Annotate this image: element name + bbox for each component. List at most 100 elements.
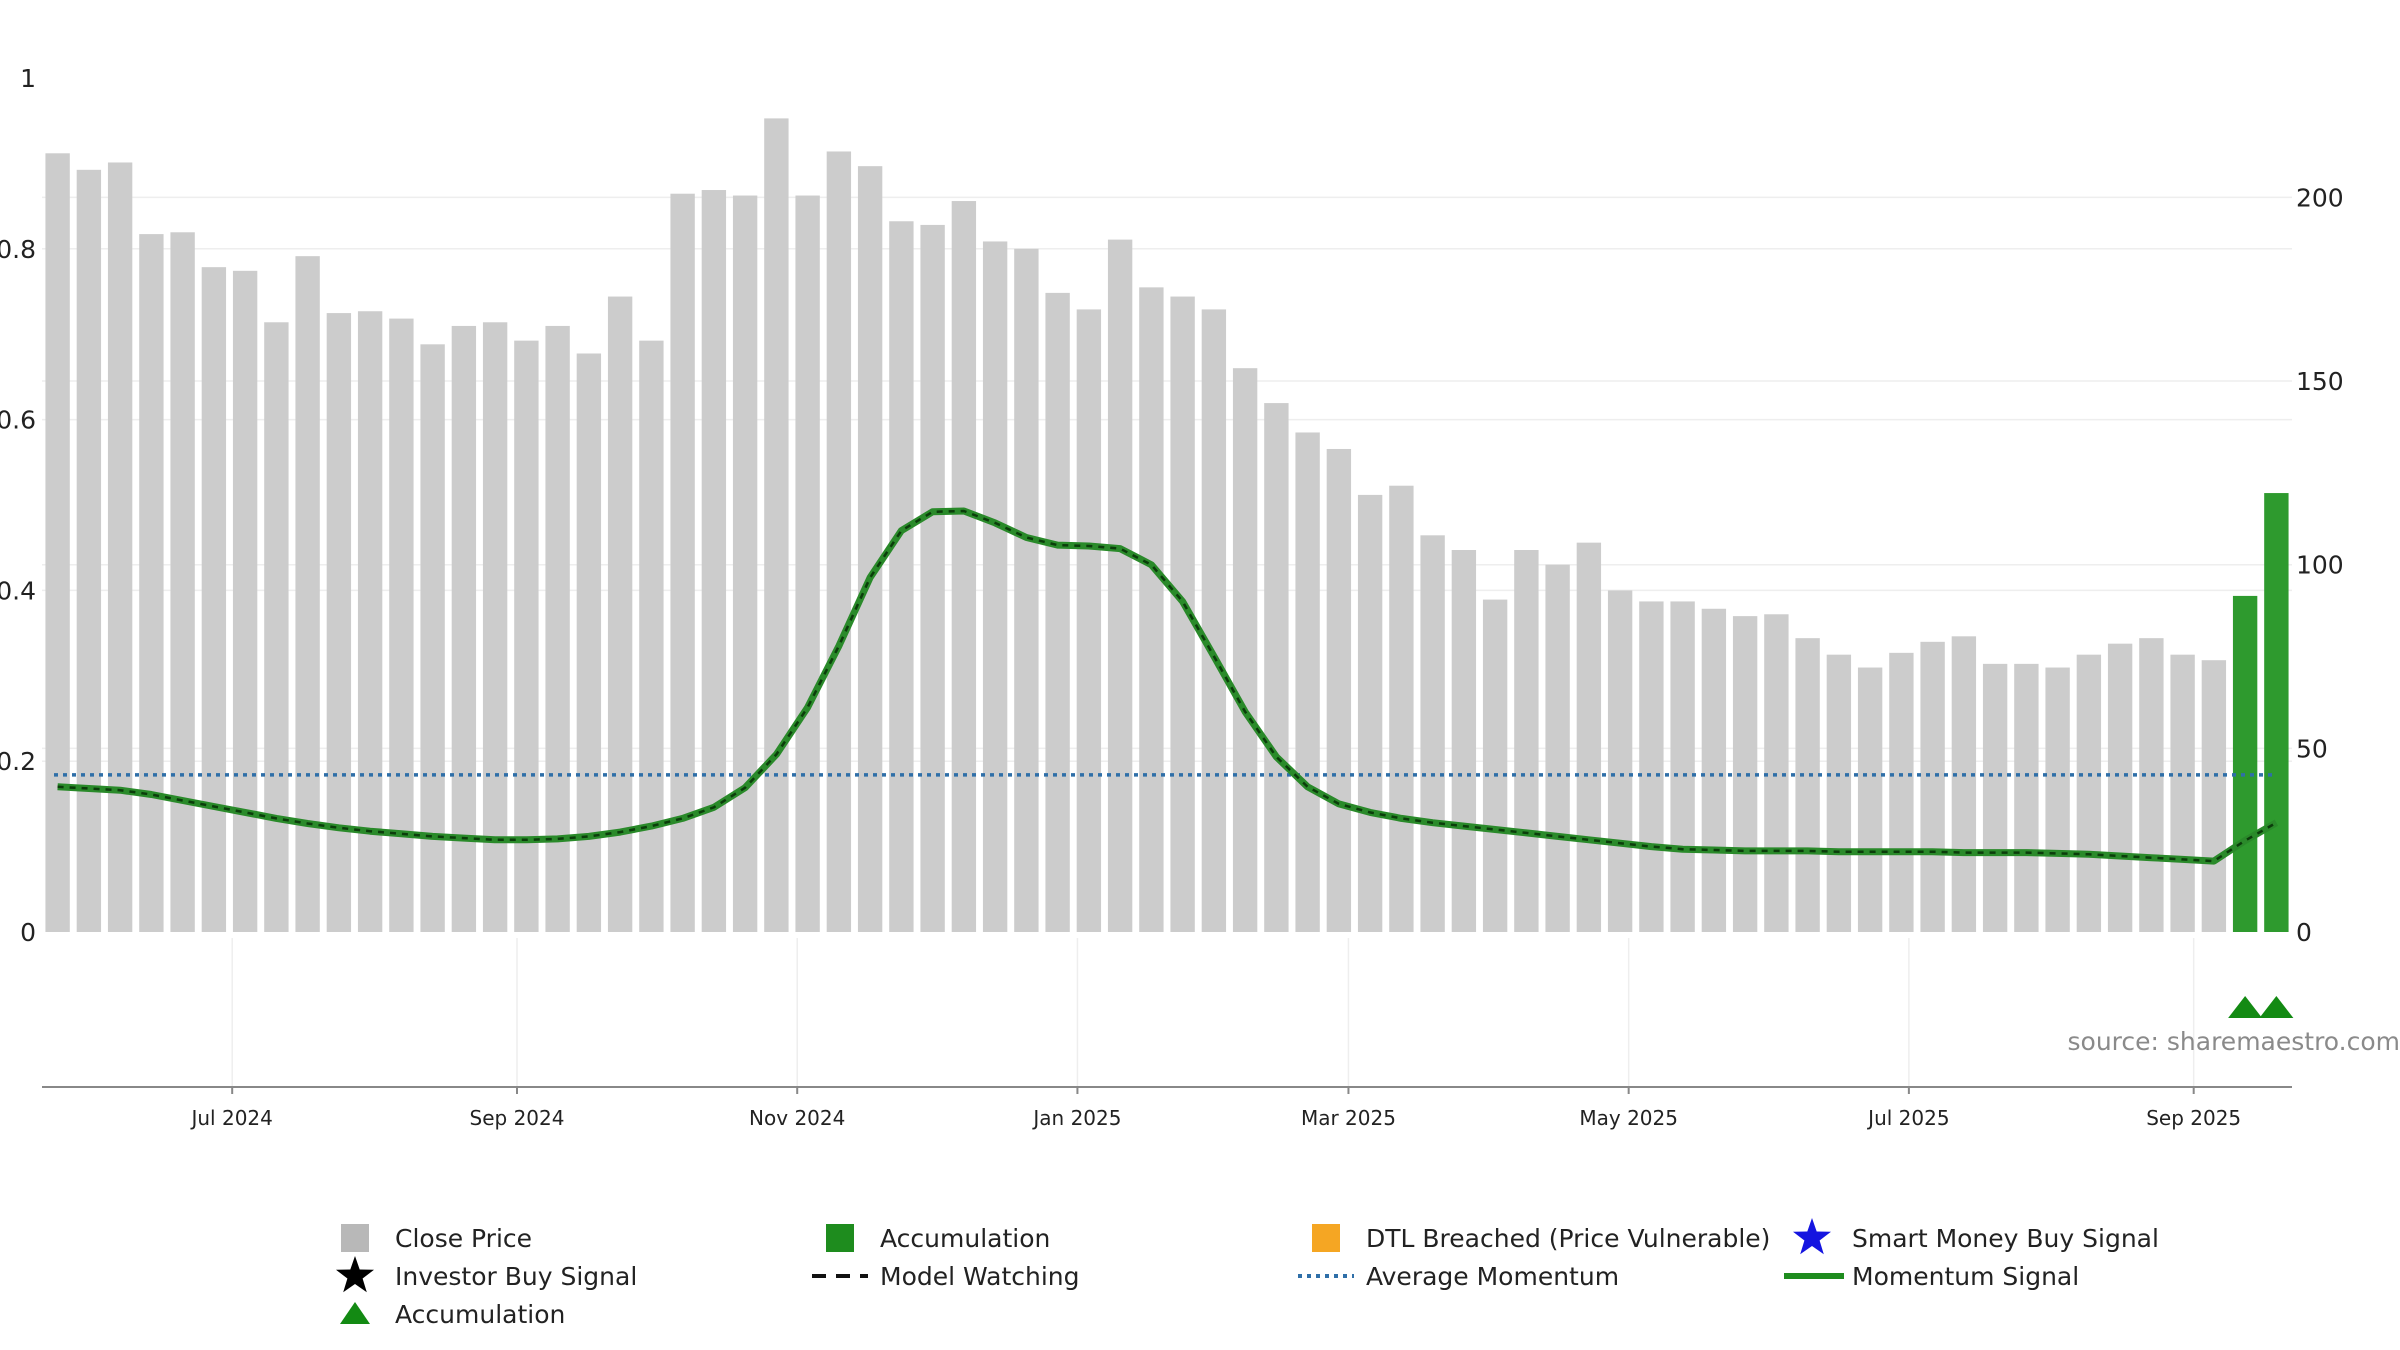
x-tick-label: Jul 2025 bbox=[1866, 1106, 1949, 1130]
accumulation-bar bbox=[2264, 493, 2289, 932]
left-tick-label: 0.2 bbox=[0, 747, 36, 776]
close-price-bar bbox=[1857, 667, 1883, 932]
x-tick-label: Mar 2025 bbox=[1301, 1106, 1396, 1130]
close-price-bar bbox=[1045, 292, 1070, 932]
legend-item-close_price: Close Price bbox=[341, 1224, 532, 1253]
source-label: source: sharemaestro.com bbox=[2068, 1027, 2400, 1056]
close-price-bar bbox=[264, 322, 289, 933]
close-price-bar bbox=[982, 241, 1008, 933]
right-tick-label: 0 bbox=[2296, 918, 2312, 947]
legend-label: Accumulation bbox=[880, 1224, 1050, 1253]
close-price-bar bbox=[1826, 654, 1852, 932]
close-price-bar bbox=[1326, 448, 1352, 932]
close-price-bar bbox=[1732, 616, 1758, 932]
close-price-bar bbox=[545, 325, 570, 932]
close-price-bar bbox=[170, 232, 195, 932]
legend-label: Accumulation bbox=[395, 1300, 565, 1329]
right-tick-label: 200 bbox=[2296, 183, 2344, 212]
close-price-bar bbox=[1482, 599, 1508, 932]
orange-square-icon bbox=[1312, 1224, 1340, 1252]
green-square-icon bbox=[826, 1224, 854, 1252]
close-price-bar bbox=[2201, 660, 2227, 932]
close-price-bar bbox=[732, 195, 758, 932]
legend: Close Price Accumulation DTL Breached (Pri… bbox=[336, 1218, 2159, 1329]
close-price-bar bbox=[232, 270, 258, 932]
close-price-bar bbox=[920, 224, 945, 932]
close-price-bar bbox=[1670, 601, 1695, 932]
close-price-bar bbox=[795, 195, 820, 932]
close-price-bar bbox=[1389, 485, 1414, 932]
close-price-bar bbox=[1420, 535, 1445, 932]
close-price-bar bbox=[1607, 590, 1633, 932]
left-tick-label: 0.8 bbox=[0, 235, 36, 264]
legend-item-momentum_signal: Momentum Signal bbox=[1784, 1262, 2079, 1291]
close-price-bar bbox=[1451, 549, 1477, 932]
left-tick-label: 0.4 bbox=[0, 576, 36, 605]
x-tick-label: Sep 2024 bbox=[470, 1106, 565, 1130]
close-price-bar bbox=[1795, 638, 1820, 932]
legend-label: Average Momentum bbox=[1366, 1262, 1619, 1291]
close-price-bar bbox=[482, 322, 508, 933]
close-price-bar bbox=[1014, 248, 1039, 933]
legend-label: Close Price bbox=[395, 1224, 532, 1253]
close-price-bar bbox=[1076, 309, 1102, 932]
legend-label: Smart Money Buy Signal bbox=[1852, 1224, 2159, 1253]
momentum-signal-layer bbox=[57, 507, 2279, 865]
close-price-bar bbox=[76, 169, 102, 933]
close-price-bar bbox=[670, 193, 695, 932]
right-tick-label: 50 bbox=[2296, 734, 2328, 763]
x-tick-label: Jul 2024 bbox=[189, 1106, 272, 1130]
close-price-bar bbox=[1232, 368, 1258, 932]
green-triangle-icon bbox=[340, 1302, 370, 1324]
model-watching-overlay bbox=[57, 509, 2278, 863]
legend-item-dtl_breached: DTL Breached (Price Vulnerable) bbox=[1312, 1224, 1770, 1253]
close-price-bar bbox=[2107, 643, 2133, 932]
close-price-bar bbox=[2170, 654, 2195, 932]
x-tick-label: May 2025 bbox=[1579, 1106, 1678, 1130]
close-price-bar bbox=[420, 344, 445, 932]
close-price-bar bbox=[1920, 641, 1945, 932]
x-axis: Jul 2024 Sep 2024 Nov 2024 Jan 2025 Mar 2025… bbox=[42, 1086, 2292, 1130]
legend-label: Momentum Signal bbox=[1852, 1262, 2079, 1291]
legend-item-model_watching: Model Watching bbox=[812, 1262, 1080, 1291]
right-tick-label: 100 bbox=[2296, 551, 2344, 580]
accumulation-markers bbox=[2228, 996, 2294, 1018]
close-price-bar bbox=[2139, 638, 2164, 932]
close-price-bar bbox=[451, 325, 477, 932]
close-price-bars bbox=[45, 118, 2289, 933]
close-price-bar bbox=[1576, 542, 1602, 932]
close-price-bar bbox=[514, 340, 539, 933]
x-tick-label: Sep 2025 bbox=[2146, 1106, 2241, 1130]
close-price-bar bbox=[607, 296, 633, 932]
gray-square-icon bbox=[341, 1224, 369, 1252]
close-price-bar bbox=[2045, 667, 2070, 932]
close-price-bar bbox=[1139, 287, 1164, 932]
close-price-bar bbox=[1951, 636, 1977, 932]
close-price-bar bbox=[201, 267, 227, 932]
close-price-bar bbox=[764, 118, 789, 933]
close-price-bar bbox=[857, 166, 883, 932]
accumulation-bar bbox=[2232, 595, 2258, 932]
close-price-bar bbox=[45, 153, 70, 932]
legend-item-accumulation_marker: Accumulation bbox=[340, 1300, 565, 1329]
close-price-bar bbox=[107, 162, 133, 933]
close-price-bar bbox=[2014, 663, 2039, 932]
close-price-bar bbox=[1639, 601, 1664, 932]
legend-label: Model Watching bbox=[880, 1262, 1080, 1291]
close-price-bar bbox=[1889, 652, 1914, 932]
close-price-bar bbox=[639, 340, 664, 933]
close-price-bar bbox=[889, 221, 914, 933]
legend-label: Investor Buy Signal bbox=[395, 1262, 637, 1291]
close-price-bar bbox=[1357, 494, 1383, 932]
close-price-bar bbox=[1264, 403, 1289, 933]
close-price-bar bbox=[1701, 608, 1727, 932]
legend-item-accumulation_bar: Accumulation bbox=[826, 1224, 1050, 1253]
left-tick-label: 0 bbox=[20, 918, 36, 947]
left-y-axis: 0 0.2 0.4 0.6 0.8 1 bbox=[0, 64, 36, 947]
close-price-bar bbox=[295, 256, 320, 932]
close-price-bar bbox=[389, 318, 414, 932]
close-price-bar bbox=[1201, 309, 1227, 932]
close-price-bar bbox=[1107, 239, 1133, 933]
close-price-bar bbox=[1295, 432, 1320, 932]
